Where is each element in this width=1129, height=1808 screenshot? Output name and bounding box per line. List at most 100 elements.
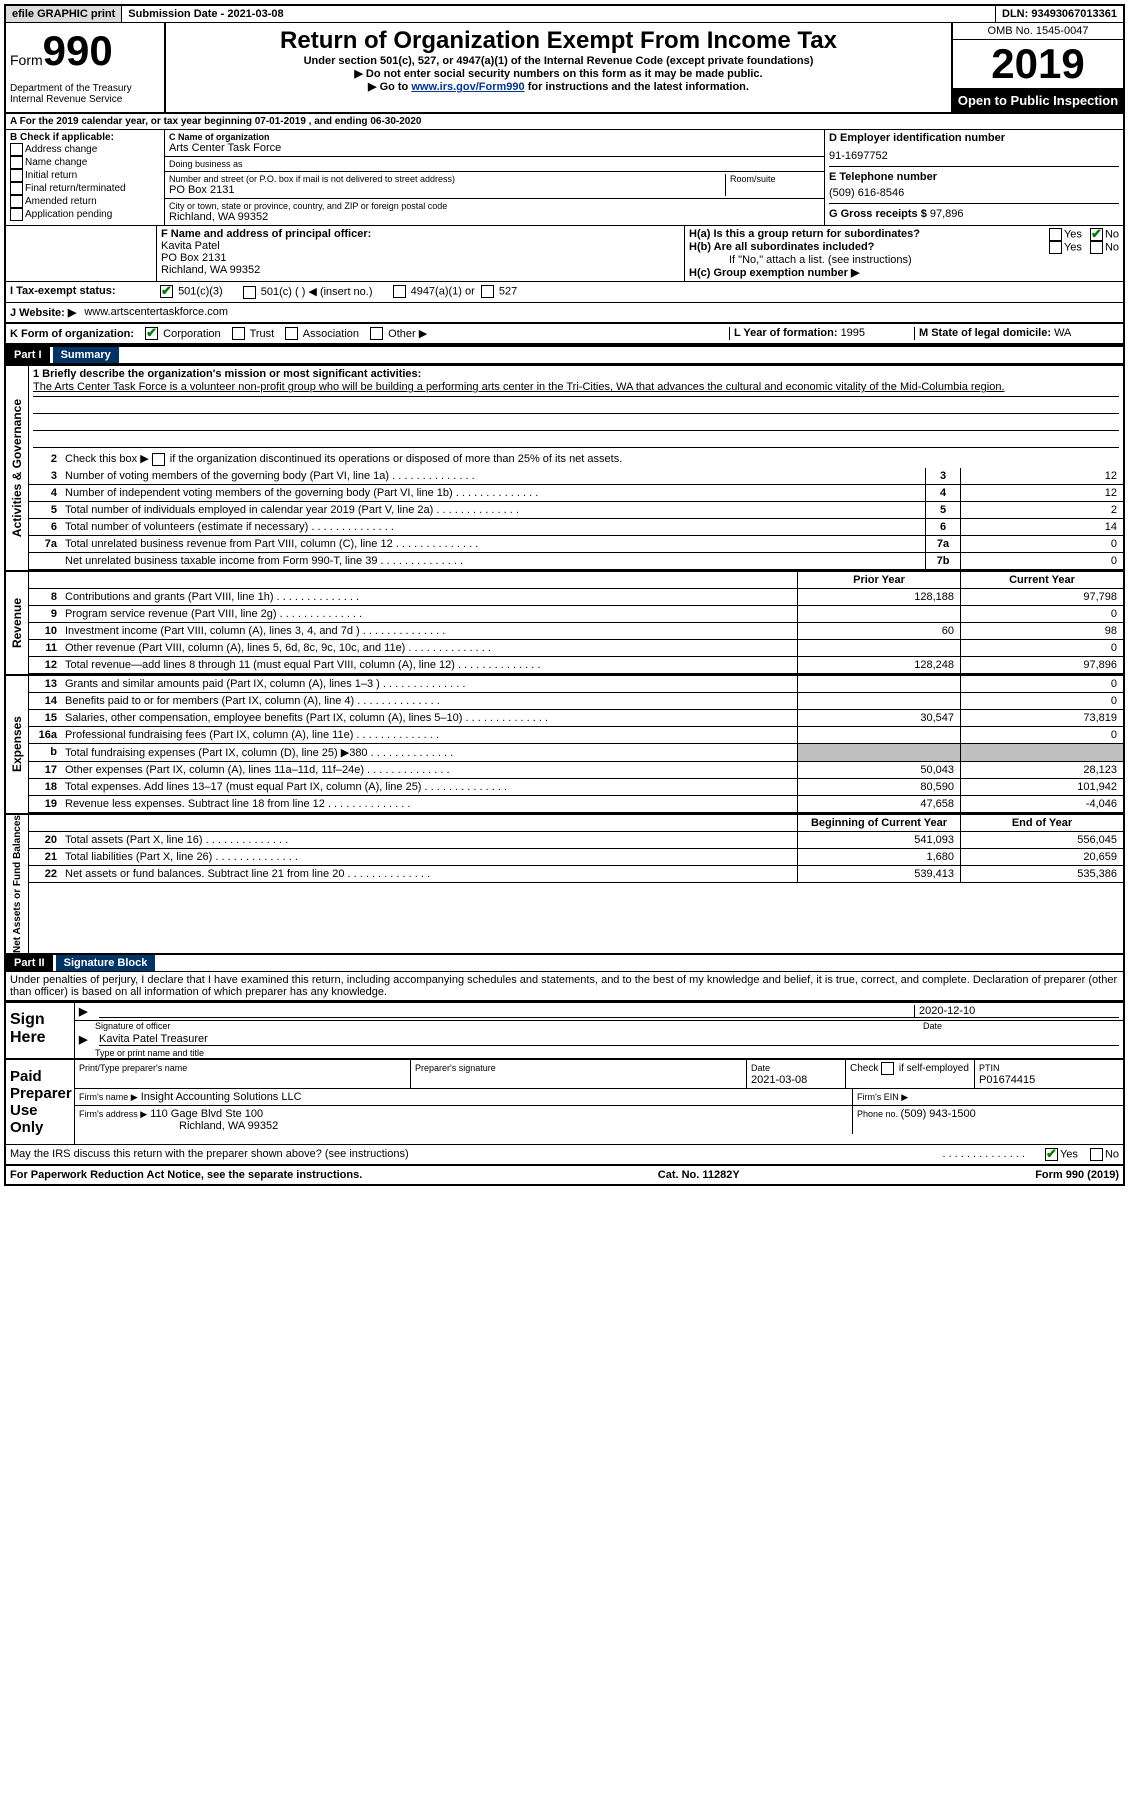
gross-receipts: 97,896	[930, 208, 964, 220]
firm-addr1: 110 Gage Blvd Ste 100	[150, 1108, 263, 1120]
hb-yes[interactable]: Yes	[1049, 241, 1082, 254]
declaration: Under penalties of perjury, I declare th…	[6, 972, 1123, 1001]
ha-no[interactable]: No	[1090, 228, 1119, 241]
part-2-header: Part II Signature Block	[6, 953, 1123, 972]
k-assoc[interactable]: Association	[285, 328, 359, 340]
org-name: Arts Center Task Force	[169, 142, 820, 154]
expenses-section: Expenses 13 Grants and similar amounts p…	[6, 674, 1123, 813]
line-14: 14 Benefits paid to or for members (Part…	[29, 693, 1123, 710]
efile-label[interactable]: efile GRAPHIC print	[6, 6, 121, 22]
form-title: Return of Organization Exempt From Incom…	[170, 27, 947, 55]
org-city: Richland, WA 99352	[169, 211, 820, 223]
section-h: H(a) Is this a group return for subordin…	[685, 226, 1123, 281]
ptin: P01674415	[979, 1074, 1035, 1086]
line-13: 13 Grants and similar amounts paid (Part…	[29, 676, 1123, 693]
line-3: 3 Number of voting members of the govern…	[29, 468, 1123, 485]
sig-date: 2020-12-10	[914, 1005, 1119, 1018]
line-11: 11 Other revenue (Part VIII, column (A),…	[29, 640, 1123, 657]
line-18: 18 Total expenses. Add lines 13–17 (must…	[29, 779, 1123, 796]
officer-name-title: Kavita Patel Treasurer	[99, 1033, 1119, 1046]
goto-instruction: ▶ Go to www.irs.gov/Form990 for instruct…	[170, 80, 947, 93]
discuss-row: May the IRS discuss this return with the…	[6, 1144, 1123, 1164]
k-other[interactable]: Other ▶	[370, 328, 427, 340]
check-initial[interactable]: Initial return	[10, 169, 160, 182]
line-b: b Total fundraising expenses (Part IX, c…	[29, 744, 1123, 762]
omb-number: OMB No. 1545-0047	[953, 23, 1123, 40]
line-15: 15 Salaries, other compensation, employe…	[29, 710, 1123, 727]
line-12: 12 Total revenue—add lines 8 through 11 …	[29, 657, 1123, 674]
submission-date: Submission Date - 2021-03-08	[121, 6, 996, 22]
firm-addr2: Richland, WA 99352	[179, 1120, 278, 1132]
line-7a: 7a Total unrelated business revenue from…	[29, 536, 1123, 553]
firm-phone: (509) 943-1500	[901, 1108, 976, 1120]
section-f: F Name and address of principal officer:…	[157, 226, 685, 281]
section-i: I Tax-exempt status: 501(c)(3) 501(c) ( …	[6, 282, 1123, 303]
part-1-header: Part I Summary	[6, 345, 1123, 364]
firm-name: Insight Accounting Solutions LLC	[141, 1091, 302, 1103]
discuss-yes[interactable]: Yes	[1045, 1148, 1078, 1161]
discontinued-check[interactable]	[152, 453, 165, 466]
domicile: WA	[1054, 327, 1071, 339]
ha-yes[interactable]: Yes	[1049, 228, 1082, 241]
form-container: efile GRAPHIC print Submission Date - 20…	[4, 4, 1125, 1186]
footer: For Paperwork Reduction Act Notice, see …	[6, 1164, 1123, 1184]
discuss-no[interactable]: No	[1090, 1148, 1119, 1161]
section-j: J Website: ▶ www.artscentertaskforce.com	[6, 303, 1123, 324]
mission: The Arts Center Task Force is a voluntee…	[33, 380, 1119, 397]
irs-link[interactable]: www.irs.gov/Form990	[411, 81, 524, 93]
prep-date: 2021-03-08	[751, 1074, 807, 1086]
officer-name: Kavita Patel	[161, 240, 680, 252]
i-527[interactable]: 527	[481, 285, 517, 299]
top-bar: efile GRAPHIC print Submission Date - 20…	[6, 6, 1123, 23]
open-to-public: Open to Public Inspection	[953, 89, 1123, 112]
netassets-section: Net Assets or Fund Balances Beginning of…	[6, 813, 1123, 953]
section-c: C Name of organization Arts Center Task …	[165, 130, 825, 225]
k-trust[interactable]: Trust	[232, 328, 275, 340]
line-16a: 16a Professional fundraising fees (Part …	[29, 727, 1123, 744]
i-501c[interactable]: 501(c) ( ) ◀ (insert no.)	[243, 285, 373, 299]
self-employed-check[interactable]	[881, 1062, 894, 1075]
line-8: 8 Contributions and grants (Part VIII, l…	[29, 589, 1123, 606]
phone: (509) 616-8546	[829, 187, 1119, 199]
ssn-note: ▶ Do not enter social security numbers o…	[170, 67, 947, 80]
sections-bcd: B Check if applicable: Address change Na…	[6, 130, 1123, 226]
sections-deg: D Employer identification number 91-1697…	[825, 130, 1123, 225]
check-amended[interactable]: Amended return	[10, 195, 160, 208]
line-7b: Net unrelated business taxable income fr…	[29, 553, 1123, 570]
website: www.artscentertaskforce.com	[84, 306, 228, 319]
line-17: 17 Other expenses (Part IX, column (A), …	[29, 762, 1123, 779]
sign-here-block: Sign Here ▶ 2020-12-10 Signature of offi…	[6, 1001, 1123, 1058]
line-6: 6 Total number of volunteers (estimate i…	[29, 519, 1123, 536]
check-pending[interactable]: Application pending	[10, 208, 160, 221]
dln: DLN: 93493067013361	[996, 6, 1123, 22]
hb-no[interactable]: No	[1090, 241, 1119, 254]
tax-year: 2019	[953, 40, 1123, 89]
sections-fh: F Name and address of principal officer:…	[6, 226, 1123, 282]
paid-preparer-block: Paid Preparer Use Only Print/Type prepar…	[6, 1058, 1123, 1144]
org-address: PO Box 2131	[169, 184, 725, 196]
check-address[interactable]: Address change	[10, 143, 160, 156]
line-22: 22 Net assets or fund balances. Subtract…	[29, 866, 1123, 883]
revenue-section: Revenue Prior Year Current Year 8 Contri…	[6, 570, 1123, 674]
i-501c3[interactable]: 501(c)(3)	[160, 285, 223, 299]
governance-section: Activities & Governance 1 Briefly descri…	[6, 364, 1123, 570]
form-header: Form990 Department of the Treasury Inter…	[6, 23, 1123, 114]
k-corp[interactable]: Corporation	[145, 328, 221, 340]
department: Department of the Treasury Internal Reve…	[10, 83, 160, 105]
form-subtitle: Under section 501(c), 527, or 4947(a)(1)…	[170, 55, 947, 67]
i-4947[interactable]: 4947(a)(1) or	[393, 285, 475, 299]
line-5: 5 Total number of individuals employed i…	[29, 502, 1123, 519]
line-21: 21 Total liabilities (Part X, line 26) 1…	[29, 849, 1123, 866]
year-formation: 1995	[841, 327, 865, 339]
line-10: 10 Investment income (Part VIII, column …	[29, 623, 1123, 640]
line-4: 4 Number of independent voting members o…	[29, 485, 1123, 502]
ein: 91-1697752	[829, 150, 1119, 162]
check-final[interactable]: Final return/terminated	[10, 182, 160, 195]
section-a: A For the 2019 calendar year, or tax yea…	[6, 114, 1123, 130]
line-20: 20 Total assets (Part X, line 16) 541,09…	[29, 832, 1123, 849]
form-number: Form990	[10, 27, 160, 75]
line-9: 9 Program service revenue (Part VIII, li…	[29, 606, 1123, 623]
check-name[interactable]: Name change	[10, 156, 160, 169]
sections-klm: K Form of organization: Corporation Trus…	[6, 324, 1123, 346]
line-19: 19 Revenue less expenses. Subtract line …	[29, 796, 1123, 813]
